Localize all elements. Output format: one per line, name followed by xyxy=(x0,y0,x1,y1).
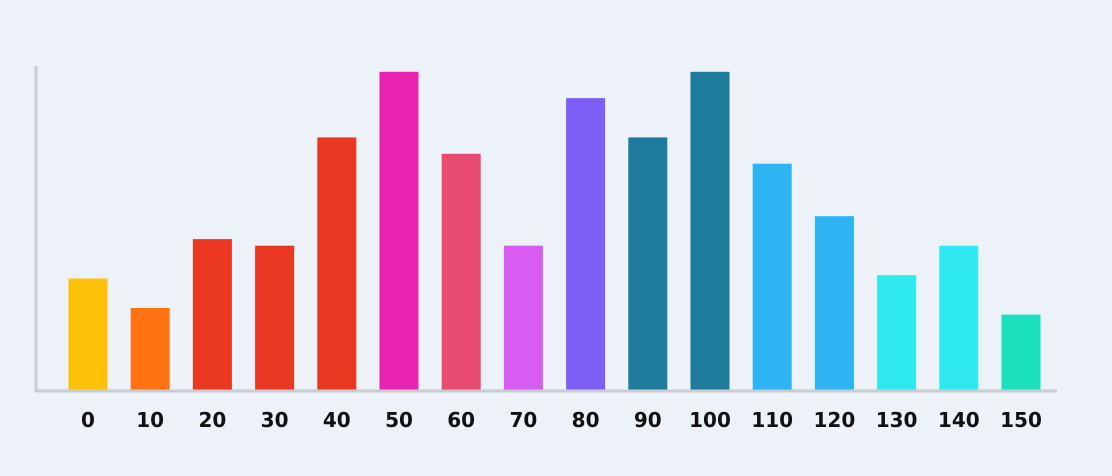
bar-60 xyxy=(441,153,481,390)
x-tick-label-30: 30 xyxy=(261,408,289,432)
bar-120 xyxy=(814,216,854,390)
bar-50 xyxy=(379,71,419,391)
bar-80 xyxy=(566,98,606,390)
x-tick-label-70: 70 xyxy=(509,408,537,432)
x-tick-label-120: 120 xyxy=(814,408,856,432)
x-tick-label-140: 140 xyxy=(938,408,980,432)
x-tick-label-0: 0 xyxy=(81,408,95,432)
x-tick-label-40: 40 xyxy=(323,408,351,432)
x-tick-label-130: 130 xyxy=(876,408,918,432)
bar-0 xyxy=(68,278,108,390)
bar-150 xyxy=(1001,314,1041,390)
x-tick-label-50: 50 xyxy=(385,408,413,432)
x-tick-label-60: 60 xyxy=(447,408,475,432)
bars-group xyxy=(68,71,1041,391)
x-tick-label-100: 100 xyxy=(689,408,731,432)
bar-140 xyxy=(939,245,979,390)
x-tick-label-110: 110 xyxy=(751,408,793,432)
bar-20 xyxy=(192,239,232,390)
x-tick-label-80: 80 xyxy=(572,408,600,432)
bar-10 xyxy=(130,308,170,390)
x-tick-label-90: 90 xyxy=(634,408,662,432)
bar-110 xyxy=(752,163,792,390)
bar-30 xyxy=(255,245,295,390)
x-tick-label-150: 150 xyxy=(1000,408,1042,432)
bar-90 xyxy=(628,137,668,390)
x-tick-label-10: 10 xyxy=(136,408,164,432)
x-tick-labels: 0 10 20 30 40 50 60 70 80 90 100 110 120 130 140 150 xyxy=(81,408,1042,432)
bar-100 xyxy=(690,71,730,391)
bar-70 xyxy=(503,245,543,390)
x-tick-label-20: 20 xyxy=(198,408,226,432)
bar-40 xyxy=(317,137,357,390)
bar-130 xyxy=(877,275,917,390)
